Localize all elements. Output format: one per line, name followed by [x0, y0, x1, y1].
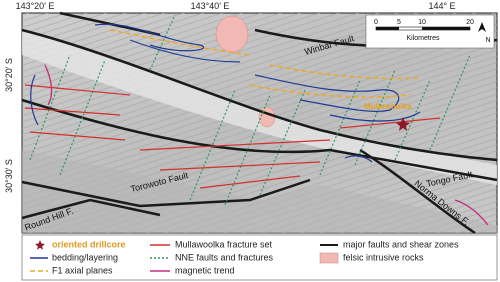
legend-label: Mullawoolka fracture set: [175, 239, 273, 249]
north-label: N: [485, 37, 490, 44]
legend-label: oriented drillcore: [52, 239, 126, 249]
bright-band: [22, 30, 497, 185]
fracture: [339, 117, 441, 129]
fracture: [159, 161, 321, 171]
legend-label: magnetic trend: [175, 265, 235, 275]
scale-tick: 0: [374, 19, 378, 26]
bedding: [94, 23, 205, 52]
legend-symbol: [35, 240, 45, 250]
f1-axial-planes: [109, 29, 421, 98]
scale-box: [365, 14, 495, 49]
nne-fault: [394, 79, 431, 161]
longitude-label: 143°40' E: [191, 1, 230, 11]
felsic-intrusion: [215, 15, 249, 53]
scale-unit: Kilometres: [406, 35, 440, 42]
legend-label: NNE faults and fractures: [175, 252, 274, 262]
legend-label: F1 axial planes: [52, 265, 113, 275]
magnetic-line: [454, 199, 489, 226]
dark-domain: [22, 150, 497, 233]
latitude-label: 30°30' S: [4, 159, 14, 193]
bedding: [344, 155, 373, 163]
nne-fault: [319, 79, 361, 176]
axial-plane: [249, 84, 411, 98]
bedding: [254, 74, 400, 112]
scale-tick: 5: [397, 19, 401, 26]
fracture: [29, 131, 126, 141]
major-faults: [21, 11, 498, 235]
longitude-label: 144° E: [428, 1, 455, 11]
nne-fault: [29, 54, 71, 161]
legend-label: major faults and shear zones: [343, 239, 459, 249]
fault: [21, 28, 498, 162]
bedding-layering: [30, 23, 421, 163]
axial-plane: [109, 29, 251, 56]
fracture: [24, 107, 121, 116]
fault: [21, 98, 498, 182]
legend-symbol: [319, 252, 339, 264]
locality-label: Mullawoolka: [364, 102, 412, 111]
axial-plane: [269, 64, 421, 80]
drillcore-symbol: [396, 117, 410, 131]
nne-fault: [429, 54, 471, 151]
fracture: [139, 139, 331, 151]
fault: [21, 178, 311, 208]
bedding: [329, 111, 421, 122]
bedding: [30, 74, 39, 126]
latitude-label: 30°20' S: [4, 58, 14, 92]
magnetic-trend: [44, 64, 489, 226]
north-arrow: [478, 22, 486, 32]
nne-fault: [59, 59, 106, 176]
scale-bar: 0 5 10 20 Kilometres N: [365, 14, 495, 49]
map-area: Winbar Fault Mullawoolka Tongo Fault Nor…: [21, 11, 498, 235]
fault: [359, 148, 476, 235]
fracture: [199, 175, 301, 189]
scale-segment: [376, 27, 399, 30]
felsic-intrusion: [258, 106, 276, 128]
scale-tick: 10: [418, 19, 426, 26]
bedding: [129, 39, 241, 63]
fracture: [24, 84, 131, 96]
legend: oriented drillcore bedding/layering F1 a…: [21, 234, 498, 281]
mullawoolka-fractures: [24, 84, 441, 189]
fault: [21, 198, 161, 220]
longitude-label: 143°20' E: [16, 1, 55, 11]
legend-box: [21, 234, 498, 281]
legend-label: felsic intrusive rocks: [343, 252, 424, 262]
magnetic-line: [44, 64, 53, 106]
legend-label: bedding/layering: [52, 252, 118, 262]
scale-segment: [422, 27, 470, 30]
scale-tick: 20: [466, 19, 474, 26]
nne-fault: [354, 69, 396, 166]
